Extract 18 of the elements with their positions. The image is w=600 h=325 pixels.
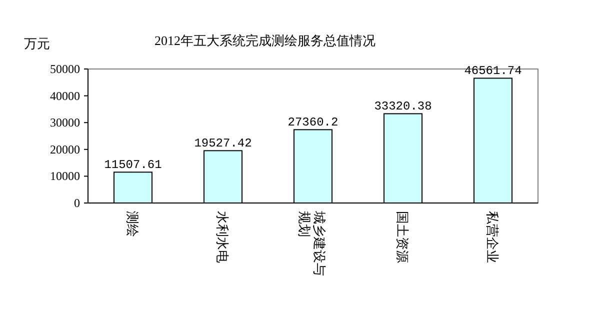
y-tick-label: 10000 bbox=[50, 169, 80, 184]
data-label: 11507.61 bbox=[104, 158, 162, 172]
x-tick-label: 私营企业 bbox=[486, 211, 500, 263]
y-tick-label: 40000 bbox=[50, 88, 80, 103]
x-tick-label: 国土资源 bbox=[396, 211, 410, 263]
data-label: 46561.74 bbox=[464, 64, 522, 78]
y-tick-label: 50000 bbox=[50, 62, 80, 76]
y-tick-label: 20000 bbox=[50, 142, 80, 156]
x-tick-label: 测绘 bbox=[126, 211, 140, 237]
y-tick-label: 30000 bbox=[50, 116, 80, 130]
data-label: 19527.42 bbox=[194, 136, 252, 151]
x-tick-label: 水利水电 bbox=[216, 211, 230, 263]
y-tick-label: 0 bbox=[74, 196, 80, 210]
x-tick-label: 城乡建设与规划 bbox=[298, 210, 328, 276]
y-axis-title: 万元 bbox=[24, 36, 50, 51]
chart-title: 2012年五大系统完成测绘服务总值情况 bbox=[154, 33, 376, 48]
data-label: 33320.38 bbox=[374, 100, 432, 114]
data-label: 27360.2 bbox=[288, 116, 338, 130]
